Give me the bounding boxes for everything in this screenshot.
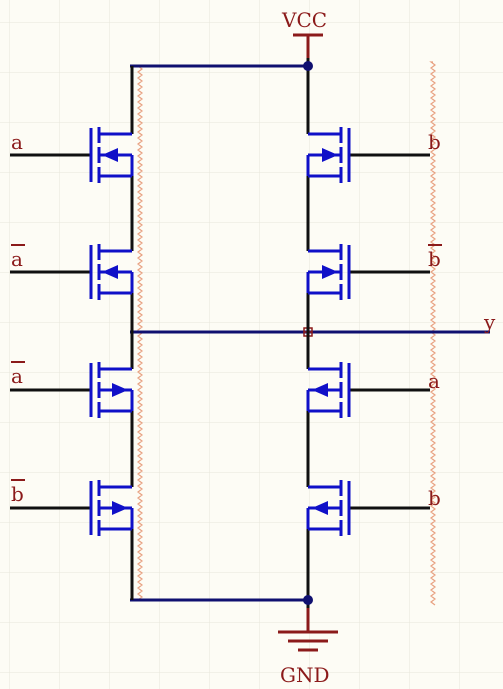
nmos-arrow-icon xyxy=(112,383,128,397)
pmos-arrow-icon xyxy=(322,265,338,279)
pmos-arrow-icon xyxy=(102,148,118,162)
junction-vcc xyxy=(303,61,313,71)
junction-gnd xyxy=(303,595,313,605)
nets xyxy=(130,58,490,608)
left-pmos-2 xyxy=(10,244,134,300)
nmos-arrow-icon xyxy=(312,383,328,397)
right-input-labels: b b a b xyxy=(428,130,441,510)
nmos-arrow-icon xyxy=(312,501,328,515)
label-right-1: b xyxy=(428,130,441,154)
pmos-arrow-icon xyxy=(102,265,118,279)
right-nmos-1 xyxy=(306,362,430,418)
pmos-arrow-icon xyxy=(322,148,338,162)
right-pmos-2 xyxy=(306,244,430,300)
label-right-2: b xyxy=(428,247,441,271)
overbars xyxy=(11,244,442,481)
right-pmos-1 xyxy=(306,127,430,183)
output-label: y xyxy=(483,310,496,334)
left-pmos-1 xyxy=(10,127,134,183)
right-nmos-2 xyxy=(306,480,430,536)
label-right-4: b xyxy=(428,486,441,510)
transistors xyxy=(10,112,430,556)
label-left-2: a xyxy=(11,247,23,271)
vcc-symbol xyxy=(293,33,323,58)
left-nmos-2 xyxy=(10,480,134,536)
vcc-label: VCC xyxy=(281,8,327,32)
label-left-4: b xyxy=(11,482,24,506)
label-left-3: a xyxy=(11,364,23,388)
label-right-3: a xyxy=(428,369,440,393)
gnd-label: GND xyxy=(280,663,330,687)
ground-symbol xyxy=(278,608,338,652)
left-nmos-1 xyxy=(10,362,134,418)
label-left-1: a xyxy=(11,130,23,154)
left-input-labels: a a a b xyxy=(11,130,24,506)
nmos-arrow-icon xyxy=(112,501,128,515)
